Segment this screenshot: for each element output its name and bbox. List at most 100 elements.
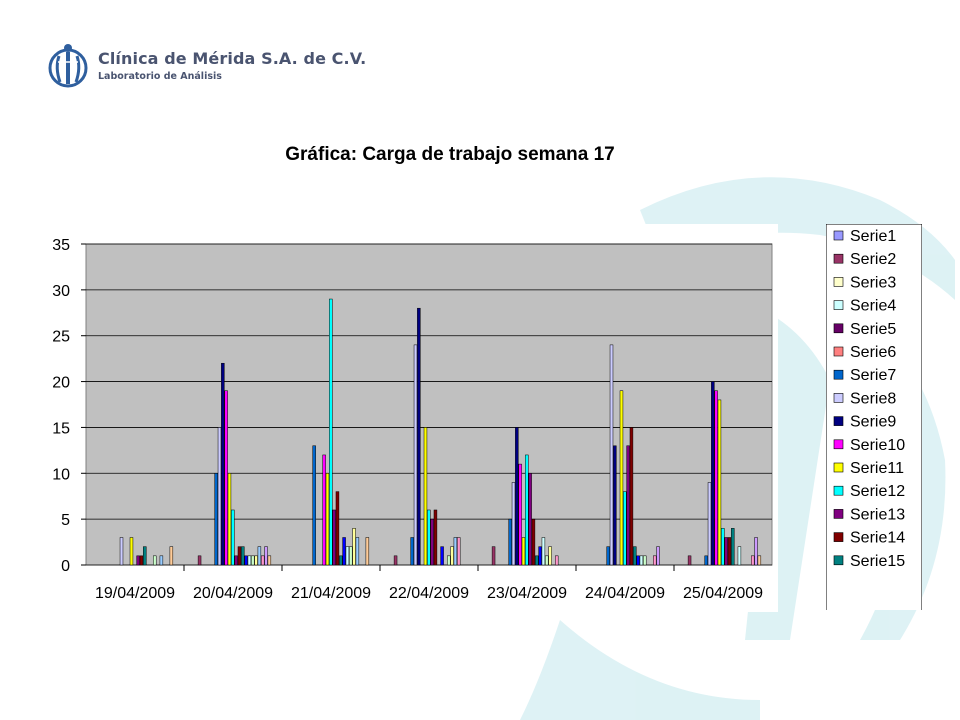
bar	[643, 555, 647, 566]
chart-title: Gráfica: Carga de trabajo semana 17	[285, 144, 615, 165]
legend-label: Serie10	[850, 437, 905, 454]
bar	[217, 427, 222, 566]
bar	[731, 528, 735, 566]
legend-label: Serie3	[850, 274, 896, 291]
bar	[221, 362, 225, 566]
bar	[247, 555, 252, 566]
bar	[721, 528, 725, 566]
bar	[365, 537, 370, 566]
y-tick-label: 15	[52, 420, 70, 437]
bar	[251, 555, 255, 566]
bar	[554, 555, 559, 566]
bar	[139, 555, 144, 566]
y-tick-label: 5	[61, 512, 70, 529]
legend-swatch	[833, 393, 844, 403]
legend-swatch	[833, 462, 844, 473]
bar	[629, 427, 634, 566]
bar	[656, 546, 660, 566]
x-tick-label: 20/04/2009	[193, 585, 273, 602]
legend-swatch	[833, 439, 844, 450]
legend-swatch	[833, 416, 844, 426]
y-tick-label: 10	[52, 466, 70, 483]
bar	[254, 555, 258, 566]
bar	[511, 482, 516, 566]
bar	[450, 546, 454, 566]
bar	[652, 555, 657, 566]
bar	[633, 546, 637, 566]
y-tick-label: 20	[52, 375, 70, 392]
bar	[606, 546, 610, 566]
legend-swatch	[833, 300, 844, 310]
bar	[393, 555, 398, 566]
bar	[548, 546, 552, 566]
bar	[352, 528, 356, 566]
bar	[227, 473, 232, 566]
bar	[613, 445, 617, 566]
bar	[169, 546, 174, 566]
bar	[342, 537, 346, 566]
legend-label: Serie15	[850, 553, 905, 570]
x-tick-label: 22/04/2009	[389, 585, 469, 602]
legend-swatch	[833, 555, 844, 566]
bar	[531, 518, 536, 566]
bar	[687, 555, 692, 566]
bar	[609, 344, 614, 566]
bar	[711, 381, 715, 566]
bar	[440, 546, 444, 566]
legend-label: Serie1	[850, 228, 896, 245]
org-name: Clínica de Mérida S.A. de C.V.	[98, 49, 367, 68]
bar	[231, 509, 235, 566]
bar	[541, 537, 546, 566]
bar	[325, 473, 330, 566]
bar	[535, 555, 539, 566]
bar	[545, 555, 549, 566]
bar	[626, 445, 630, 566]
legend-label: Serie8	[850, 390, 896, 407]
bar	[619, 390, 624, 566]
bar	[707, 482, 712, 566]
legend-swatch	[833, 230, 844, 241]
legend-label: Serie11	[850, 460, 904, 477]
bar	[260, 555, 265, 566]
legend-label: Serie13	[850, 506, 905, 523]
bar	[750, 555, 755, 566]
bar	[427, 509, 431, 566]
bar	[423, 427, 428, 566]
bar	[737, 546, 742, 566]
bar	[636, 555, 640, 566]
bar	[241, 546, 245, 566]
clinic-logo-icon	[48, 44, 88, 88]
bar	[417, 307, 421, 566]
legend-swatch	[833, 485, 844, 496]
bar	[312, 445, 316, 566]
legend-swatch	[833, 323, 844, 334]
bar	[717, 399, 722, 566]
bar	[413, 344, 418, 566]
bar	[257, 546, 262, 566]
legend-label: Serie4	[850, 298, 896, 315]
bar	[515, 427, 519, 566]
legend-swatch	[833, 509, 844, 519]
bar	[264, 546, 268, 566]
bar	[267, 555, 272, 566]
legend-label: Serie9	[850, 414, 896, 431]
bar	[244, 555, 248, 566]
bar	[197, 555, 202, 566]
bar	[525, 454, 529, 566]
bar	[345, 546, 350, 566]
bar	[355, 537, 360, 566]
bar	[329, 298, 333, 566]
bar	[623, 491, 627, 566]
bar	[159, 555, 164, 566]
bar	[224, 390, 228, 566]
bar	[339, 555, 343, 566]
legend-swatch	[833, 369, 844, 380]
bar	[129, 537, 134, 566]
legend-swatch	[833, 277, 844, 287]
bar	[453, 537, 458, 566]
bar	[430, 518, 434, 566]
legend-label: Serie7	[850, 367, 896, 384]
bar	[724, 537, 728, 566]
bar	[727, 537, 732, 566]
x-tick-label: 24/04/2009	[585, 585, 665, 602]
